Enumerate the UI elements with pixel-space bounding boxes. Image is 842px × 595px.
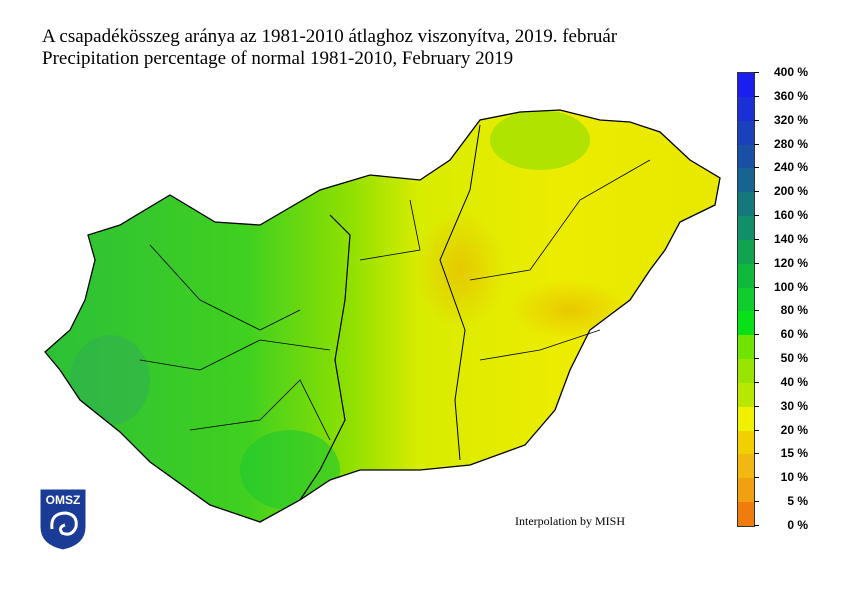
color-scale-tick (754, 286, 759, 288)
color-scale-bin (738, 382, 754, 408)
danube-river (299, 214, 351, 501)
title-hungarian: A csapadékösszeg aránya az 1981-2010 átl… (42, 26, 618, 47)
color-scale-tick (754, 310, 759, 312)
county-border (189, 379, 331, 441)
color-scale-bin (738, 359, 754, 384)
color-scale-tick (754, 238, 759, 240)
color-scale-label: 5 % (787, 494, 808, 509)
color-scale-tick (754, 358, 759, 360)
color-scale-label: 160 % (773, 208, 808, 223)
color-scale-label: 20 % (780, 422, 808, 437)
color-scale-bin (738, 454, 754, 479)
color-scale-label: 280 % (773, 136, 808, 151)
color-scale-label: 10 % (780, 470, 808, 485)
color-scale-bin (738, 120, 754, 145)
color-scale-tick (754, 453, 759, 455)
color-scale-bin (738, 478, 754, 503)
color-scale-bin (738, 311, 754, 336)
color-scale-label: 360 % (773, 88, 808, 103)
color-scale-tick (754, 381, 759, 383)
color-scale-tick (754, 405, 759, 407)
color-scale-bin (738, 144, 754, 169)
color-scale-label: 30 % (780, 398, 808, 413)
color-scale-bar (737, 72, 755, 527)
color-scale-bin (738, 216, 754, 241)
title-english: Precipitation percentage of normal 1981-… (42, 48, 514, 69)
color-scale-bin (738, 96, 754, 122)
color-scale-label: 0 % (787, 518, 808, 532)
color-scale-label: 15 % (780, 446, 808, 461)
color-scale-tick (754, 72, 759, 73)
color-scale-tick (754, 262, 759, 264)
color-scale-bin (738, 287, 754, 312)
color-scale-bin (738, 502, 754, 527)
color-scale-tick (754, 143, 759, 145)
county-border (149, 244, 301, 331)
color-scale-label: 80 % (780, 303, 808, 318)
color-scale-label: 140 % (773, 231, 808, 246)
color-scale-label: 100 % (773, 279, 808, 294)
color-scale-label: 320 % (773, 112, 808, 127)
color-scale-label: 50 % (780, 351, 808, 366)
county-border (469, 159, 651, 361)
color-scale-bin (738, 430, 754, 455)
color-scale-tick (754, 167, 759, 169)
color-scale-bin (738, 192, 754, 217)
omsz-logo: OMSZ (39, 488, 87, 551)
svg-text:OMSZ: OMSZ (46, 493, 81, 507)
color-scale-label: 240 % (773, 160, 808, 175)
color-scale-bin (738, 335, 754, 360)
map-fill (45, 110, 720, 522)
color-scale-tick (754, 215, 759, 217)
color-scale-label: 400 % (773, 65, 808, 79)
color-scale-bin (738, 239, 754, 265)
color-scale-bin (738, 73, 754, 98)
tisza-river (439, 124, 481, 461)
color-scale-label: 200 % (773, 184, 808, 199)
color-scale-tick (754, 95, 759, 97)
color-scale-tick (754, 429, 759, 431)
color-scale-tick (754, 119, 759, 121)
color-scale-tick (754, 525, 759, 526)
color-scale-label: 60 % (780, 327, 808, 342)
county-border (139, 339, 331, 371)
color-scale-label: 120 % (773, 255, 808, 270)
color-scale-tick (754, 334, 759, 336)
color-scale-tick (754, 191, 759, 193)
color-scale-tick (754, 501, 759, 503)
interpolation-credit: Interpolation by MISH (515, 514, 625, 528)
color-scale-label: 40 % (780, 374, 808, 389)
color-scale-bin (738, 263, 754, 289)
county-border (359, 199, 421, 261)
color-scale-bin (738, 406, 754, 432)
color-scale-bin (738, 168, 754, 193)
color-scale-tick (754, 477, 759, 479)
